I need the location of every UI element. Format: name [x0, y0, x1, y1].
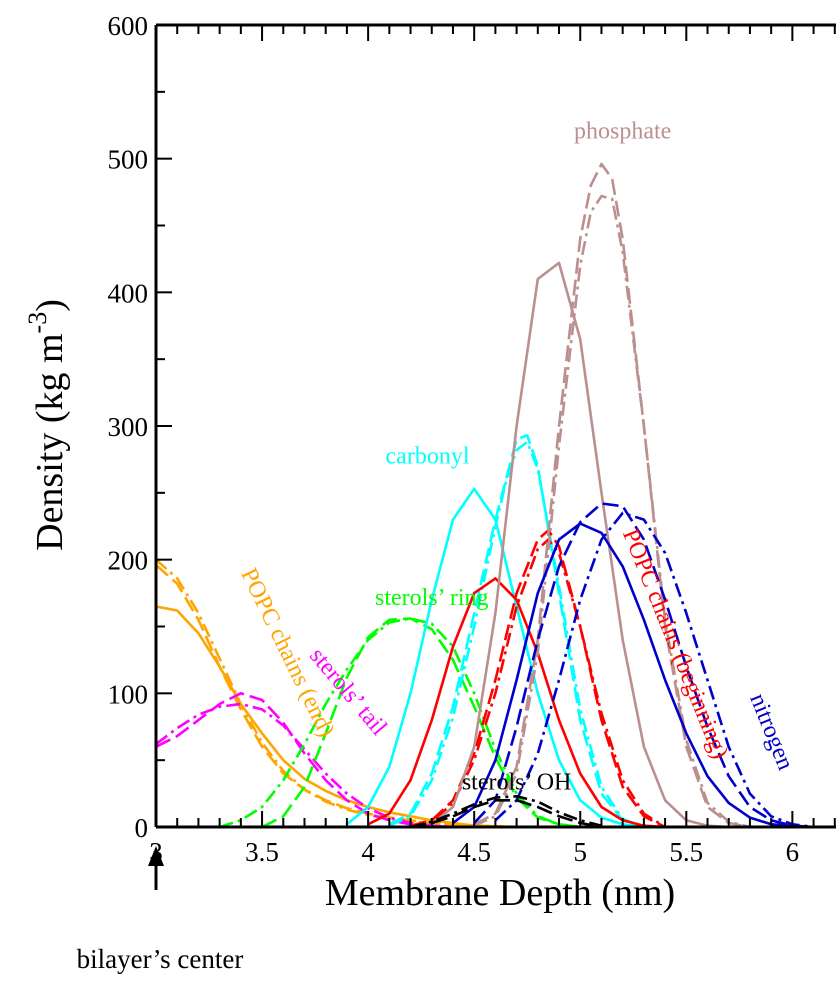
series-line-sterols-tail-dashdot: [155, 702, 475, 829]
series-line-popc-chains-end-dashdot: [155, 558, 517, 829]
series-line-carbonyl-dash: [388, 434, 645, 829]
annotation-carbonyl: carbonyl: [386, 443, 470, 469]
x-tick-label: 6: [786, 837, 800, 867]
plot-area: [156, 25, 836, 827]
x-tick-label: 4: [361, 837, 375, 867]
series-line-popc-chains-beginning-dash: [410, 529, 666, 829]
y-tick-label: 300: [108, 412, 149, 442]
series-line-popc-chains-beginning-solid: [367, 577, 666, 829]
x-tick-label: 5.5: [669, 837, 703, 867]
y-axis-label-main: Density (kg m: [29, 333, 71, 550]
y-axis-label: Density (kg m-3): [23, 299, 71, 551]
center-arrow-head: [148, 846, 164, 866]
y-tick-label: 400: [108, 278, 149, 308]
series-line-nitrogen-solid: [452, 522, 814, 829]
series-line-sterols-oh-dash: [410, 799, 602, 829]
y-tick-label: 0: [135, 813, 149, 843]
x-tick-label: 3.5: [245, 837, 279, 867]
y-tick-label: 500: [108, 145, 149, 175]
bilayer-center-marker: bilayer’s center: [77, 846, 244, 974]
y-tick-label: 600: [108, 11, 149, 41]
x-axis-label: Membrane Depth (nm): [325, 872, 675, 914]
y-tick-label: 200: [108, 546, 149, 576]
x-tick-label: 5: [573, 837, 587, 867]
annotation-sterols-ring: sterols’ ring: [375, 585, 489, 611]
series-line-sterols-ring-dash: [261, 617, 581, 829]
series-line-phosphate-dash: [473, 162, 751, 829]
y-axis-label-superscript: -3: [23, 312, 52, 334]
y-tick-label: 100: [108, 679, 149, 709]
series-line-nitrogen-dashdot: [494, 511, 835, 829]
series-line-sterols-oh-dashdot: [410, 795, 602, 829]
series-line-nitrogen-dash: [473, 502, 814, 829]
series-line-phosphate-dashdot: [473, 194, 751, 829]
center-marker-label: bilayer’s center: [77, 944, 244, 974]
annotation-phosphate: phosphate: [574, 119, 671, 145]
series-curves: [155, 162, 835, 829]
series-line-phosphate-solid: [430, 261, 729, 829]
y-axis-label-close: ): [29, 299, 71, 312]
annotation-sterols-oh: sterols’ OH: [462, 770, 572, 796]
x-tick-label: 4.5: [457, 837, 491, 867]
series-line-carbonyl-dashdot: [388, 440, 645, 829]
